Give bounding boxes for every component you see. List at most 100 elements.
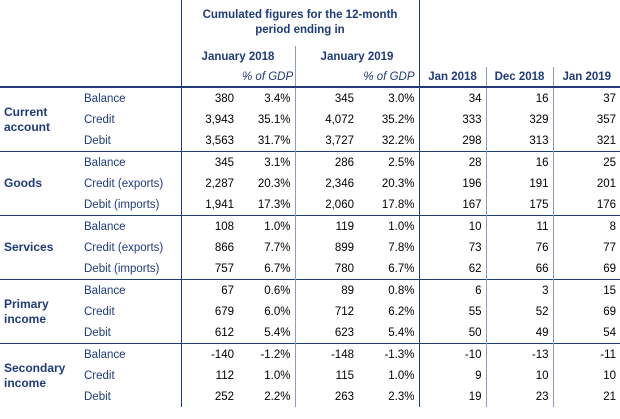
value-jan-2018: 6 [418, 279, 486, 301]
value-jan-2018: 9 [418, 365, 486, 386]
row-label: Debit [84, 390, 111, 403]
value-period-1: 612 [180, 322, 238, 344]
table-row: Credit 679 6.0% 712 6.2% 55 52 69 [0, 301, 620, 322]
category-label-line-2: income [4, 375, 47, 390]
value-jan-2018: 167 [418, 194, 486, 216]
gdp-share-period-2: 5.4% [358, 322, 420, 344]
title-line-2: period ending in [255, 24, 345, 36]
table-row: Primary income Balance 67 0.6% 89 0.8% 6 3 15 [0, 279, 620, 344]
table-row: Debit 612 5.4% 623 5.4% 50 49 54 [0, 322, 620, 344]
row-label: Balance [80, 343, 181, 365]
header-row-columns: % of GDP % of GDP Jan 2018 Dec 2018 Jan … [0, 67, 620, 88]
value-jan-2019: -11 [552, 343, 620, 365]
value-jan-2019: 201 [552, 173, 620, 194]
gdp-share-period-1: 20.3% [257, 177, 291, 190]
row-label: Balance [80, 215, 181, 237]
value-period-1: 2,287 [180, 173, 238, 194]
value-dec-2018: 49 [485, 322, 553, 344]
value-jan-2018: 28 [418, 151, 486, 173]
category-label-line-2: account [4, 119, 51, 134]
gdp-share-header-2: % of GDP [358, 67, 420, 88]
value-period-2: 3,727 [294, 130, 358, 152]
row-label: Credit (exports) [84, 177, 164, 190]
value-jan-2018: 19 [418, 386, 486, 407]
value-period-2: 780 [294, 258, 358, 280]
value-period-1: 108 [180, 215, 238, 237]
value-period-1: 345 [180, 151, 238, 173]
gdp-share-period-1: 1.0% [238, 215, 295, 237]
gdp-share-period-1: -1.2% [238, 343, 295, 365]
value-period-2: -148 [294, 343, 358, 365]
value-dec-2018: 11 [485, 215, 553, 237]
row-label: Balance [80, 86, 181, 109]
value-dec-2018: 313 [485, 130, 553, 152]
value-dec-2018: 52 [485, 301, 553, 322]
value-dec-2018: 329 [485, 109, 553, 130]
category-label: Services [0, 215, 80, 280]
value-period-1: 866 [180, 237, 238, 258]
value-jan-2018: 298 [418, 130, 486, 152]
row-label: Balance [80, 151, 181, 173]
value-jan-2019: 321 [552, 130, 620, 152]
header-row-periods: January 2018 January 2019 [0, 46, 620, 67]
category-label-line-2: income [4, 311, 47, 326]
gdp-share-period-2: 2.5% [358, 151, 420, 173]
category-label-line-1: Secondary [4, 360, 66, 375]
gdp-share-period-1: 3.4% [238, 86, 295, 109]
gdp-share-period-2: 32.2% [358, 130, 420, 152]
gdp-share-period-2: 0.8% [358, 279, 420, 301]
value-jan-2018: 333 [418, 109, 486, 130]
value-period-2: 286 [294, 151, 358, 173]
value-dec-2018: -13 [485, 343, 553, 365]
value-period-1: 1,941 [180, 194, 238, 216]
value-jan-2019: 77 [552, 237, 620, 258]
value-period-2: 119 [294, 215, 358, 237]
gdp-share-period-2: 6.2% [358, 301, 420, 322]
value-jan-2019: 15 [552, 279, 620, 301]
value-period-2: 345 [294, 86, 358, 109]
row-label: Credit [84, 305, 115, 318]
gdp-share-period-2: 1.0% [358, 365, 420, 386]
value-jan-2019: 10 [552, 365, 620, 386]
value-period-1: 679 [180, 301, 238, 322]
value-period-2: 2,346 [294, 173, 358, 194]
gdp-share-period-1: 1.0% [264, 369, 291, 382]
table-row: Debit (imports) 1,941 17.3% 2,060 17.8% 167 17… [0, 194, 620, 216]
value-period-2: 899 [294, 237, 358, 258]
gdp-share-period-2: -1.3% [358, 343, 420, 365]
row-label: Balance [80, 279, 181, 301]
value-jan-2018: 10 [418, 215, 486, 237]
gdp-share-period-1: 6.7% [264, 262, 291, 275]
balance-of-payments-table: Cumulated figures for the 12-month perio… [0, 0, 620, 407]
table-row: Debit 252 2.2% 263 2.3% 19 23 21 [0, 386, 620, 407]
value-dec-2018: 76 [485, 237, 553, 258]
cumulated-figures-title: Cumulated figures for the 12-month perio… [180, 0, 420, 46]
value-jan-2019: 54 [552, 322, 620, 344]
value-period-1: 3,563 [180, 130, 238, 152]
value-period-2: 115 [294, 365, 358, 386]
value-period-2: 89 [294, 279, 358, 301]
table-row: Debit 3,563 31.7% 3,727 32.2% 298 313 321 [0, 130, 620, 152]
value-jan-2019: 69 [552, 301, 620, 322]
table-row: Credit (exports) 2,287 20.3% 2,346 20.3% 196 1… [0, 173, 620, 194]
period-january-2018: January 2018 [180, 46, 295, 67]
value-jan-2018: 50 [418, 322, 486, 344]
period-january-2019: January 2019 [294, 46, 420, 67]
category-label: Goods [0, 151, 80, 216]
value-jan-2018: -10 [418, 343, 486, 365]
gdp-share-period-2: 7.8% [358, 237, 420, 258]
row-label: Debit [84, 134, 111, 147]
value-period-2: 623 [294, 322, 358, 344]
value-jan-2019: 69 [552, 258, 620, 280]
month-header-jan-2018: Jan 2018 [418, 67, 486, 88]
value-period-1: -140 [180, 343, 238, 365]
gdp-share-period-1: 0.6% [238, 279, 295, 301]
gdp-share-period-2: 2.3% [358, 386, 420, 407]
table-row: Credit 112 1.0% 115 1.0% 9 10 10 [0, 365, 620, 386]
value-jan-2019: 37 [552, 86, 620, 109]
value-period-2: 4,072 [294, 109, 358, 130]
table-row: Services Balance 108 1.0% 119 1.0% 10 11 8 [0, 215, 620, 280]
value-jan-2019: 357 [552, 109, 620, 130]
row-label: Credit [84, 113, 115, 126]
value-jan-2018: 62 [418, 258, 486, 280]
